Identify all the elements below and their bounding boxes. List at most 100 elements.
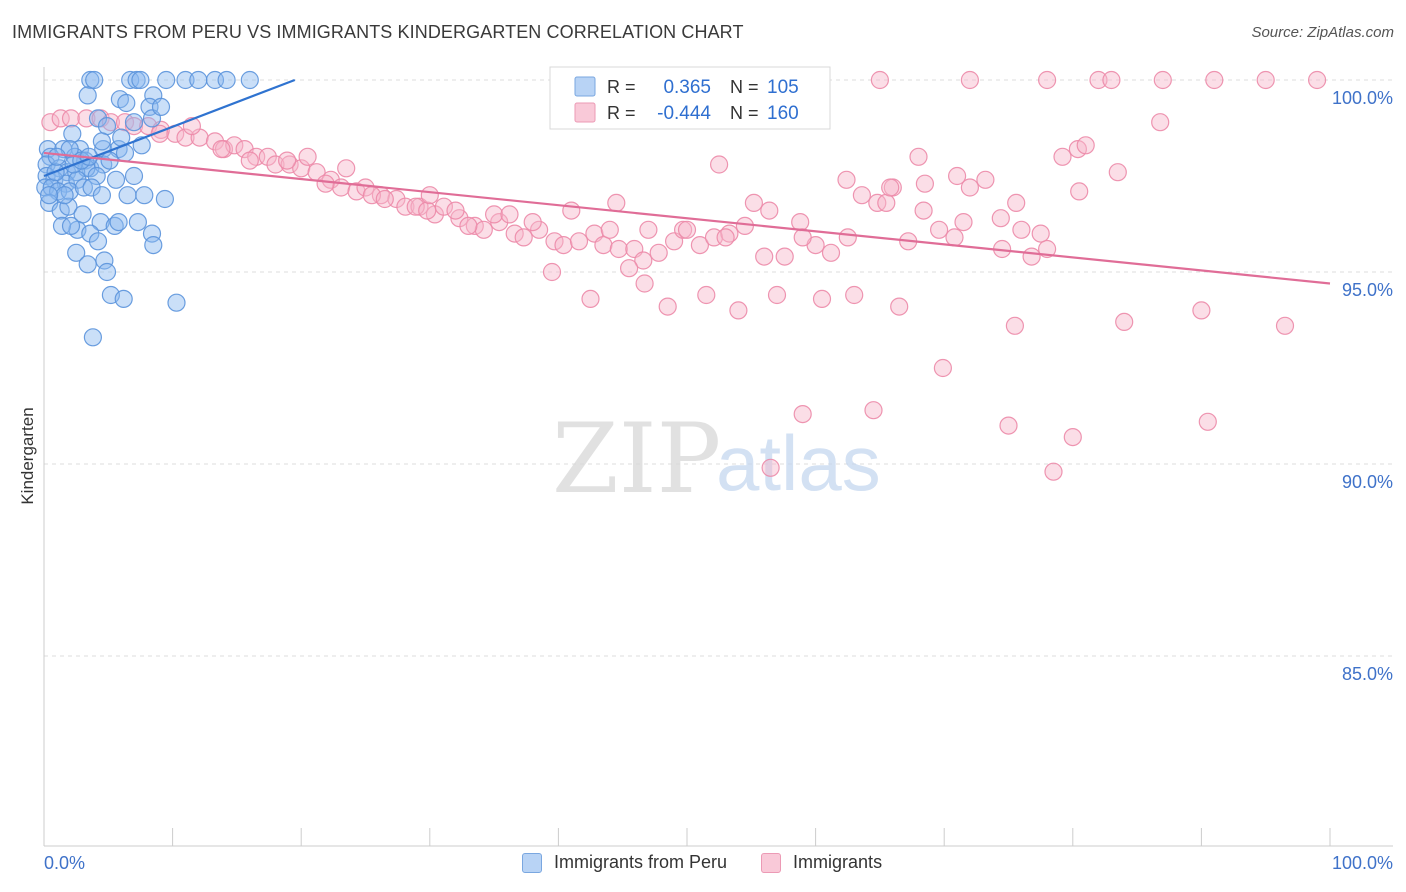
immigrants-point — [1275, 316, 1295, 335]
immigrants-point — [609, 239, 628, 259]
immigrants-point — [914, 201, 933, 220]
immigrants-point — [1089, 70, 1108, 90]
immigrants-point — [1192, 301, 1211, 320]
immigrants-point — [347, 182, 366, 201]
peru-point — [106, 170, 126, 189]
immigrants-trend-line — [43, 151, 1331, 285]
peru-point — [39, 186, 59, 205]
immigrants-point — [709, 155, 729, 174]
immigrants-point — [639, 220, 658, 239]
peru-point — [118, 186, 137, 205]
immigrants-point — [41, 113, 60, 132]
immigrants-point — [812, 289, 832, 308]
immigrants-point — [1022, 247, 1041, 266]
immigrants-point — [761, 458, 780, 477]
peru-point — [63, 124, 82, 143]
peru-point — [92, 186, 112, 205]
immigrants-point — [1053, 147, 1072, 166]
peru-point — [83, 328, 103, 347]
peru-point — [128, 213, 147, 232]
peru-point — [167, 293, 186, 312]
y-tick-label: 85.0% — [1342, 664, 1393, 684]
immigrants-point — [1102, 70, 1121, 90]
immigrants-point — [607, 193, 626, 212]
watermark-atlas: atlas — [716, 419, 881, 507]
immigrants-point — [635, 274, 654, 293]
peru-point — [240, 70, 259, 90]
legend-label-peru: Immigrants from Peru — [554, 852, 728, 872]
peru-point — [157, 70, 176, 90]
watermark-zip: ZIP — [552, 403, 721, 515]
immigrants-point — [1115, 312, 1134, 331]
immigrants-point — [877, 193, 896, 212]
peru-point — [55, 186, 74, 205]
immigrants-point — [278, 151, 297, 170]
immigrants-point — [1076, 136, 1095, 155]
immigrants-point — [960, 70, 980, 90]
peru-point — [127, 70, 146, 90]
peru-point — [124, 113, 144, 132]
immigrants-point — [775, 247, 794, 266]
immigrants-point — [1070, 182, 1089, 201]
immigrants-point — [845, 285, 864, 305]
immigrants-point — [240, 151, 259, 170]
immigrants-point — [960, 178, 980, 197]
stats-n-label: N = — [730, 103, 759, 123]
peru-point — [176, 70, 195, 90]
immigrants-point — [1037, 239, 1057, 259]
immigrants-point — [634, 251, 653, 270]
immigrants-point — [890, 297, 909, 316]
immigrants-point — [176, 128, 195, 147]
immigrants-point — [406, 197, 425, 216]
immigrants-point — [266, 155, 285, 174]
immigrants-point — [1012, 220, 1031, 239]
immigrants-point — [581, 289, 600, 308]
peru-point — [92, 132, 112, 151]
immigrants-point — [594, 236, 613, 255]
immigrants-point — [375, 189, 394, 209]
immigrants-point — [542, 262, 562, 282]
immigrants-point — [396, 197, 415, 216]
immigrants-point — [51, 109, 70, 128]
chart-title: IMMIGRANTS FROM PERU VS IMMIGRANTS KINDE… — [12, 22, 744, 42]
peru-point — [114, 289, 133, 308]
y-tick-label: 100.0% — [1332, 88, 1393, 108]
immigrants-point — [316, 174, 335, 193]
immigrants-point — [514, 228, 533, 247]
immigrants-point — [870, 70, 890, 90]
immigrants-point — [767, 285, 787, 305]
x-tick-label: 100.0% — [1332, 853, 1393, 873]
peru-point — [81, 224, 100, 243]
immigrants-point — [124, 116, 144, 136]
peru-trend-line — [43, 78, 296, 178]
immigrants-point — [554, 236, 573, 255]
immigrants-point — [976, 170, 995, 189]
immigrants-point — [760, 201, 779, 220]
immigrants-point — [658, 297, 677, 316]
immigrants-point — [523, 213, 542, 232]
immigrants-point — [929, 220, 949, 239]
peru-point — [97, 116, 117, 136]
immigrants-point — [474, 220, 493, 239]
peru-point — [155, 189, 174, 209]
immigrants-point — [545, 232, 564, 251]
immigrants-point — [933, 358, 953, 378]
immigrants-point — [838, 228, 857, 247]
immigrants-point — [1108, 163, 1127, 182]
immigrants-point — [1153, 70, 1172, 90]
immigrants-point — [999, 416, 1018, 435]
peru-point — [78, 255, 97, 274]
peru-point — [85, 70, 104, 90]
peru-point — [59, 197, 78, 216]
immigrants-point — [744, 193, 764, 212]
immigrants-point — [418, 201, 437, 220]
stats-r-value: -0.444 — [657, 103, 711, 124]
immigrants-point — [735, 216, 755, 235]
series-legend: Immigrants from Peru Immigrants — [522, 852, 916, 873]
peru-point — [87, 166, 106, 186]
peru-point — [61, 216, 81, 235]
immigrants-point — [991, 209, 1010, 228]
peru-point — [97, 262, 117, 282]
immigrants-point — [505, 224, 524, 243]
